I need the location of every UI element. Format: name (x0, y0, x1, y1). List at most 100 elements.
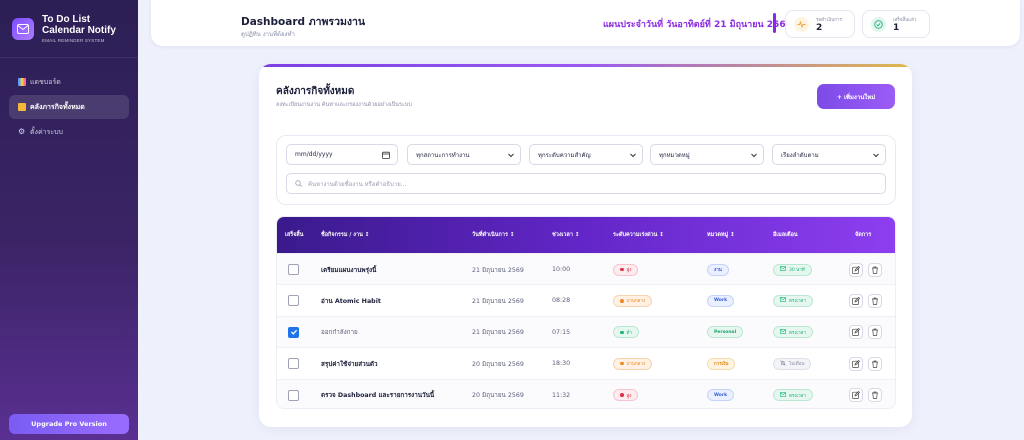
add-task-label: + เพิ่มงานใหม่ (836, 93, 876, 101)
mail-icon (780, 266, 787, 273)
col-time[interactable]: ช่วงเวลา ↕ (552, 232, 580, 238)
task-name[interactable]: เตรียมแผนงานพรุ่งนี้ (321, 266, 377, 274)
chevron-down-icon (873, 153, 879, 158)
mail-icon (780, 328, 787, 336)
col-done[interactable]: เสร็จสิ้น (285, 232, 304, 238)
section-subtitle: ลงทะเบียนงานงาน ค้นหาและกรองงานด้วยอย่าง… (276, 102, 412, 108)
date-placeholder: mm/dd/yyyy (295, 151, 333, 158)
col-category[interactable]: หมวดหมู่ ↕ (707, 232, 735, 238)
done-checkbox[interactable] (288, 358, 299, 370)
table-row: สรุปค่าใช้จ่ายส่วนตัว 20 มิถุนายน 2569 18:… (277, 347, 895, 379)
task-time: 11:32 (552, 391, 571, 399)
priority-badge: สูง (613, 263, 639, 276)
search-placeholder: ค้นหางานด้วยชื่องาน หรือคำอธิบาย... (308, 180, 407, 188)
upgrade-button[interactable]: Upgrade Pro Version (9, 414, 129, 434)
actions-cell (849, 380, 887, 408)
task-library-card: คลังภารกิจทั้งหมด ลงทะเบียนงานงาน ค้นหาแ… (259, 64, 912, 427)
done-checkbox[interactable] (288, 326, 299, 338)
reminder-label: ตรงเวลา (789, 299, 806, 305)
actions-cell (849, 254, 887, 285)
reminder-cell: ตรงเวลา (773, 380, 813, 408)
task-name[interactable]: ออกกำลังกาย (321, 329, 358, 337)
done-checkbox[interactable] (288, 295, 299, 307)
task-date: 21 มิถุนายน 2569 (472, 266, 524, 274)
category-cell: Work (707, 285, 735, 316)
chevron-down-icon (751, 153, 757, 158)
calendar-icon (382, 151, 390, 159)
filter-panel: mm/dd/yyyy ทุกสถานะการทำงาน ทุกระดับความ… (276, 135, 896, 205)
sort-select[interactable]: เรียงลำดับตาม (772, 144, 886, 165)
priority-label: สูง (626, 393, 632, 399)
edit-button[interactable] (849, 388, 863, 403)
sidebar-item-dashboard[interactable]: แดชบอร์ด (9, 70, 129, 94)
status-filter-select[interactable]: ทุกสถานะการทำงาน (407, 144, 521, 165)
date-filter-input[interactable]: mm/dd/yyyy (286, 144, 398, 165)
activity-icon (794, 17, 809, 32)
sidebar-nav: แดชบอร์ด คลังภารกิจทั้งหมด ⚙ ตั้งค่าระบบ (0, 58, 138, 144)
table-row: เตรียมแผนงานพรุ่งนี้ 21 มิถุนายน 2569 10:0… (277, 253, 895, 284)
table-row: ตรวจ Dashboard และรายการงานวันนี้ 20 มิถุ… (277, 378, 895, 408)
stat-label: รอดำเนินการ (816, 18, 842, 23)
edit-icon (852, 296, 860, 305)
priority-badge: ปานกลาง (613, 357, 653, 370)
col-name[interactable]: ชื่อกิจกรรม / งาน ↕ (321, 232, 370, 238)
task-table: เสร็จสิ้น ชื่อกิจกรรม / งาน ↕ วันที่ดำเน… (276, 216, 896, 409)
table-header: เสร็จสิ้น ชื่อกิจกรรม / งาน ↕ วันที่ดำเน… (277, 217, 895, 253)
actions-cell (849, 348, 887, 379)
priority-filter-select[interactable]: ทุกระดับความสำคัญ (529, 144, 643, 165)
priority-badge: ต่ำ (613, 326, 639, 339)
edit-button[interactable] (849, 325, 863, 340)
search-input[interactable]: ค้นหางานด้วยชื่องาน หรือคำอธิบาย... (286, 173, 886, 194)
col-priority[interactable]: ระดับความเร่งด่วน ↕ (613, 232, 664, 238)
trash-icon (872, 297, 878, 305)
plan-date: แผนประจำวันที่ วันอาทิตย์ที่ 21 มิถุนายน… (603, 20, 792, 30)
chart-icon (18, 78, 26, 86)
delete-button[interactable] (868, 356, 882, 371)
trash-icon (872, 360, 878, 368)
reminder-label: ตรงเวลา (789, 393, 806, 399)
edit-button[interactable] (849, 293, 863, 308)
sidebar: To Do List Calendar Notify EMAIL REMINDE… (0, 0, 138, 440)
done-checkbox[interactable] (288, 389, 299, 401)
stat-value: 2 (816, 23, 823, 33)
card-accent-bar (259, 64, 912, 67)
edit-button[interactable] (849, 356, 863, 371)
reminder-badge: ตรงเวลา (773, 294, 813, 307)
delete-button[interactable] (868, 293, 882, 308)
task-time: 10:00 (552, 266, 571, 273)
col-date[interactable]: วันที่ดำเนินการ ↕ (472, 232, 515, 238)
category-cell: Work (707, 380, 735, 408)
task-date: 20 มิถุนายน 2569 (472, 392, 524, 400)
reminder-cell: ไม่เตือน (773, 348, 812, 379)
trash-icon (872, 391, 878, 399)
status-filter-value: ทุกสถานะการทำงาน (416, 151, 470, 159)
delete-button[interactable] (868, 262, 882, 277)
category-filter-select[interactable]: ทุกหมวดหมู่ (650, 144, 764, 165)
task-time: 08:28 (552, 297, 571, 305)
add-task-button[interactable]: + เพิ่มงานใหม่ (817, 84, 895, 109)
task-time: 07:15 (552, 328, 571, 336)
task-name[interactable]: ตรวจ Dashboard และรายการงานวันนี้ (321, 392, 435, 400)
priority-label: ปานกลาง (626, 299, 646, 305)
category-cell: Personal (707, 317, 744, 348)
reminder-label: ไม่เตือน (789, 362, 805, 368)
done-checkbox[interactable] (288, 264, 299, 275)
task-name[interactable]: อ่าน Atomic Habit (321, 297, 381, 305)
sidebar-item-settings[interactable]: ⚙ ตั้งค่าระบบ (9, 120, 129, 144)
sidebar-item-all-tasks[interactable]: คลังภารกิจทั้งหมด (9, 95, 129, 119)
brand: To Do List Calendar Notify EMAIL REMINDE… (0, 0, 138, 58)
check-circle-icon (871, 17, 886, 32)
task-name[interactable]: สรุปค่าใช้จ่ายส่วนตัว (321, 360, 378, 368)
actions-cell (849, 285, 887, 316)
mail-icon (780, 391, 787, 399)
table-row: ออกกำลังกาย 21 มิถุนายน 2569 07:15 ต่ำ Perso… (277, 315, 895, 348)
actions-cell (849, 317, 887, 348)
delete-button[interactable] (868, 325, 882, 340)
done-cell (288, 317, 299, 348)
task-date: 21 มิถุนายน 2569 (472, 329, 524, 337)
bell-off-icon (780, 359, 786, 368)
edit-button[interactable] (849, 262, 863, 277)
edit-icon (852, 265, 860, 274)
chevron-down-icon (508, 153, 514, 158)
delete-button[interactable] (868, 388, 882, 403)
